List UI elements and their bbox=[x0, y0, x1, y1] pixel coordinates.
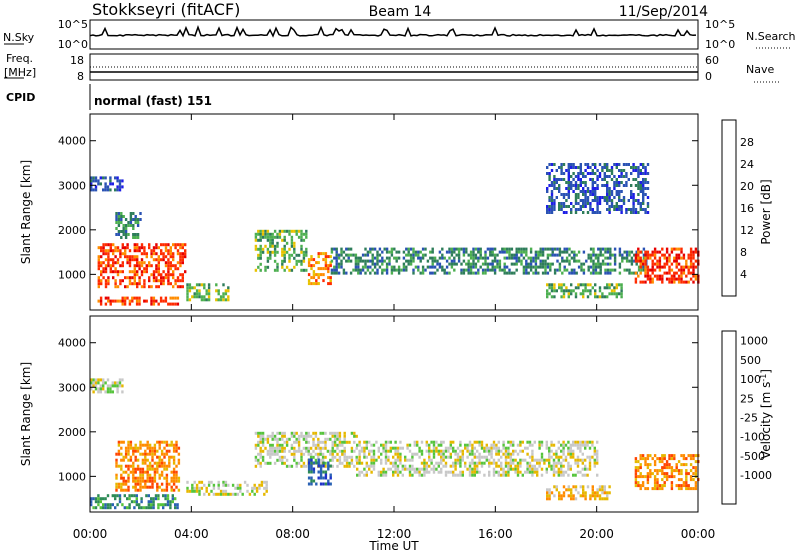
beam-label: Beam 14 bbox=[369, 4, 432, 20]
noise-tick-right-bottom: 10^0 bbox=[705, 38, 735, 51]
velocity-colorbar-tick-3: 25 bbox=[740, 392, 754, 405]
x-axis-label: Time UT bbox=[368, 539, 419, 553]
power-colorbar-tick-2: 12 bbox=[740, 224, 754, 237]
station-title: Stokkseyri (fitACF) bbox=[92, 0, 240, 19]
velocity-colorbar-tick-7: -1000 bbox=[740, 469, 772, 482]
power-echo-region-5 bbox=[254, 229, 308, 272]
noise-trace bbox=[89, 24, 697, 38]
power-echo-region-7 bbox=[330, 247, 648, 275]
x-axis-ticks: 00:00 04:00 08:00 12:00 16:00 20:00 00:00 bbox=[73, 527, 716, 541]
power-colorbar-tick-5: 24 bbox=[740, 158, 754, 171]
freq-unit: [MHz] bbox=[4, 66, 36, 79]
power-echo-region-8 bbox=[546, 283, 623, 299]
freq-panel: Freq. [MHz] 18 8 60 0 Nave bbox=[4, 52, 780, 83]
x-tick-label-4: 16:00 bbox=[478, 527, 513, 541]
x-tick-label-2: 08:00 bbox=[275, 527, 310, 541]
power-colorbar-tick-1: 8 bbox=[740, 246, 747, 259]
velocity-colorbar-label: Velocity [m s-1] bbox=[759, 369, 774, 459]
power-ticks: 1000 2000 3000 4000 bbox=[58, 114, 699, 310]
velocity-colorbar-tick-2: 100 bbox=[740, 373, 761, 386]
velocity-echo-region-3 bbox=[186, 480, 268, 496]
velocity-echo-region-2 bbox=[90, 494, 179, 510]
noise-tick-left-top: 10^5 bbox=[58, 18, 88, 31]
velocity-ytick-label-2: 3000 bbox=[58, 381, 86, 394]
power-colorbar-label: Power [dB] bbox=[759, 179, 773, 244]
velocity-colorbar-tick-5: -100 bbox=[740, 431, 765, 444]
power-colorbar-frame bbox=[721, 119, 737, 297]
velocity-colorbar-frame bbox=[721, 330, 737, 505]
power-ytick-label-1: 2000 bbox=[58, 224, 86, 237]
power-ylabel: Slant Range [km] bbox=[19, 160, 33, 264]
cpid-label: CPID bbox=[6, 91, 35, 104]
velocity-ytick-label-0: 1000 bbox=[58, 470, 86, 483]
velocity-ytick-label-3: 4000 bbox=[58, 337, 86, 350]
velocity-colorbar-tick-1: 500 bbox=[740, 354, 761, 367]
velocity-colorbar-tick-4: -25 bbox=[740, 412, 758, 425]
power-data bbox=[90, 163, 700, 306]
power-echo-region-9 bbox=[546, 163, 650, 214]
noise-panel-frame bbox=[89, 19, 699, 50]
power-echo-region-10 bbox=[634, 247, 700, 284]
velocity-colorbar-tick-6: -500 bbox=[740, 450, 765, 463]
velocity-echo-region-5 bbox=[307, 458, 332, 486]
x-tick-label-5: 20:00 bbox=[579, 527, 614, 541]
noise-panel: N.Sky 10^5 10^0 10^5 10^0 N.Search bbox=[3, 18, 796, 51]
x-tick-label-3: 12:00 bbox=[377, 527, 412, 541]
x-tick-label-1: 04:00 bbox=[174, 527, 209, 541]
power-colorbar: 4 8 12 16 20 24 28 bbox=[721, 119, 754, 297]
power-echo-region-0 bbox=[90, 176, 124, 192]
velocity-echo-region-1 bbox=[115, 440, 181, 492]
velocity-echo-region-6 bbox=[356, 440, 599, 477]
velocity-panel: 1000 2000 3000 4000 Slant Range [km] 1000 50… bbox=[19, 315, 774, 513]
velocity-echo-region-8 bbox=[634, 454, 700, 491]
noise-tick-left-bottom: 10^0 bbox=[58, 38, 88, 51]
velocity-echo-region-4 bbox=[254, 431, 358, 468]
freq-tick-top: 18 bbox=[70, 54, 84, 67]
velocity-echo-region-0 bbox=[90, 378, 124, 394]
freq-tick-bottom: 8 bbox=[77, 70, 84, 83]
power-echo-region-2 bbox=[97, 243, 187, 289]
nave-tick-bottom: 0 bbox=[705, 70, 712, 83]
nave-tick-top: 60 bbox=[705, 54, 719, 67]
x-tick-label-6: 00:00 bbox=[681, 527, 716, 541]
velocity-colorbar-tick-0: 1000 bbox=[740, 335, 768, 348]
noise-tick-right-top: 10^5 bbox=[705, 18, 735, 31]
power-colorbar-tick-4: 20 bbox=[740, 180, 754, 193]
power-ytick-label-3: 4000 bbox=[58, 135, 86, 148]
power-echo-region-4 bbox=[186, 283, 230, 302]
power-colorbar-tick-0: 4 bbox=[740, 268, 747, 281]
power-colorbar-tick-6: 28 bbox=[740, 136, 754, 149]
power-echo-region-6 bbox=[307, 252, 332, 286]
cpid-panel: CPID normal (fast) 151 bbox=[6, 84, 212, 110]
velocity-ytick-label-1: 2000 bbox=[58, 426, 86, 439]
power-echo-region-3 bbox=[97, 296, 180, 306]
velocity-ylabel: Slant Range [km] bbox=[19, 362, 33, 466]
velocity-ticks: 1000 2000 3000 4000 bbox=[58, 316, 699, 512]
power-panel: 1000 2000 3000 4000 Slant Range [km] 4 8 12 16… bbox=[19, 113, 773, 311]
velocity-plot-frame bbox=[89, 315, 699, 513]
nsky-label: N.Sky bbox=[3, 31, 35, 44]
velocity-data bbox=[90, 378, 700, 510]
power-colorbar-tick-3: 16 bbox=[740, 202, 754, 215]
power-ytick-label-2: 3000 bbox=[58, 179, 86, 192]
nave-label: Nave bbox=[746, 63, 774, 76]
velocity-colorbar: 1000 500 100 25 -25 -100 -500 -1000 bbox=[721, 330, 772, 505]
cpid-value: normal (fast) 151 bbox=[94, 94, 212, 108]
power-ytick-label-0: 1000 bbox=[58, 268, 86, 281]
nsearch-label: N.Search bbox=[746, 30, 796, 43]
date-label: 11/Sep/2014 bbox=[619, 4, 708, 20]
power-echo-region-1 bbox=[115, 212, 142, 239]
velocity-echo-region-7 bbox=[546, 485, 611, 501]
x-tick-label-0: 00:00 bbox=[73, 527, 108, 541]
freq-label: Freq. bbox=[6, 52, 33, 65]
